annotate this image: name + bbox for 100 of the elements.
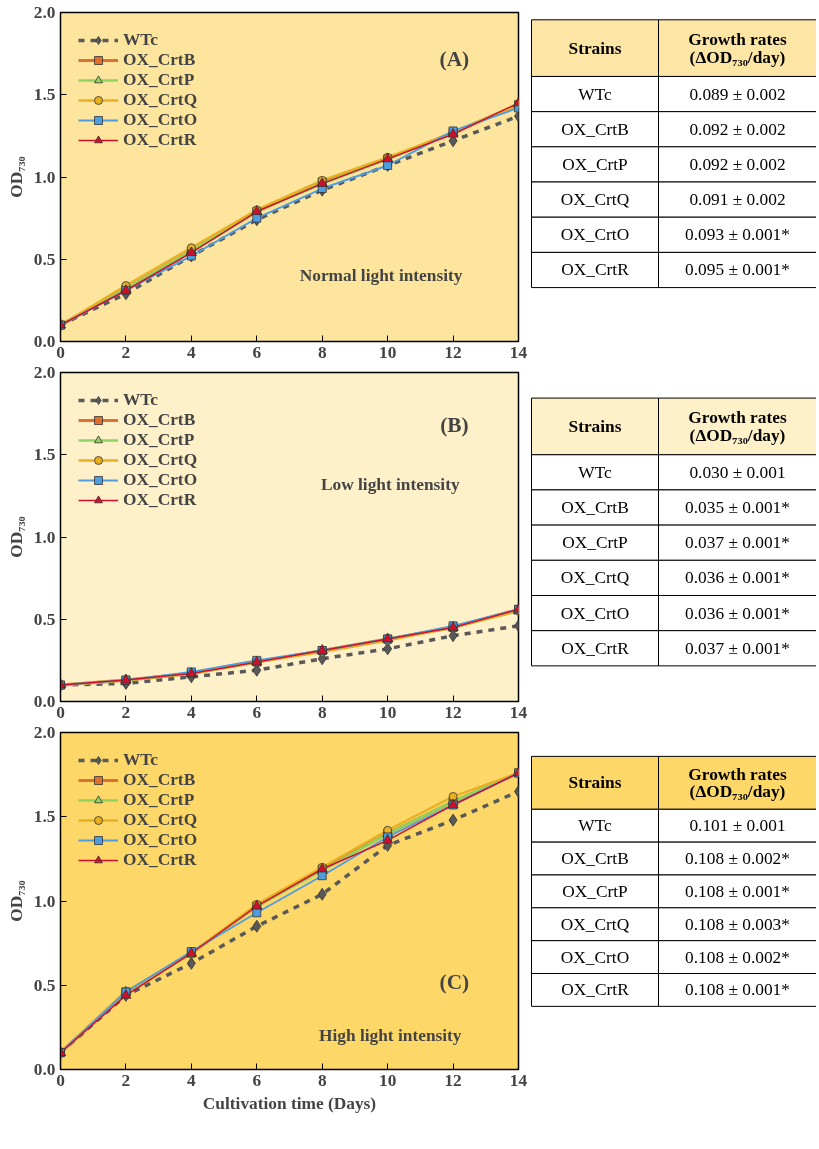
x-tick-label: 8 (317, 702, 327, 722)
text: 0.037 ± 0.001* (685, 533, 790, 553)
legend-label: OX_CrtP (123, 430, 195, 450)
text: 0.108 ± 0.002* (685, 849, 790, 869)
text: Strains (568, 38, 622, 58)
text: OX_CrtP (562, 154, 628, 174)
text: OX_CrtO (560, 225, 630, 245)
x-tick-label: 2 (121, 342, 131, 362)
x-tick-label: 12 (444, 342, 462, 362)
text: 0.089 ± 0.002 (689, 84, 786, 104)
x-tick-label: 4 (187, 702, 197, 722)
text: 0.036 ± 0.001* (685, 603, 790, 623)
legend-label: WTc (123, 30, 158, 50)
y-tick-label: 0.0 (33, 692, 56, 711)
y-tick-label: 0.5 (33, 609, 56, 629)
legend-label: OX_CrtQ (123, 450, 198, 470)
text: OX_CrtP (562, 533, 628, 553)
y-tick-label: 0.5 (33, 975, 56, 995)
text: Growth rates (ΔOD₇₃₀/day) (688, 407, 787, 446)
y-tick-label: 1.0 (33, 527, 56, 547)
legend-label: OX_CrtR (123, 850, 197, 870)
text: Growth rates (ΔOD₇₃₀/day) (688, 29, 787, 67)
text: 0.037 ± 0.001* (685, 638, 790, 658)
text: WTc (578, 84, 613, 104)
legend-label: OX_CrtQ (123, 810, 198, 830)
x-tick-label: 2 (121, 702, 131, 722)
annotation: (A) (439, 46, 470, 71)
legend-label: OX_CrtO (123, 110, 198, 130)
text: OX_CrtO (560, 603, 630, 623)
annotation: Normal light intensity (299, 266, 463, 286)
text: Strains (568, 416, 622, 436)
x-tick-label: 14 (509, 702, 528, 722)
text: 0.091 ± 0.002 (689, 190, 786, 210)
x-tick-label: 4 (187, 1070, 197, 1090)
text: 0.108 ± 0.003* (685, 914, 790, 934)
x-tick-label: 14 (509, 342, 528, 362)
text: OX_CrtQ (560, 568, 630, 588)
legend-label: OX_CrtO (123, 830, 198, 850)
y-tick-label: 1.0 (33, 891, 56, 911)
x-tick-label: 8 (317, 1070, 327, 1090)
y-tick-label: 1.0 (33, 167, 56, 187)
y-tick-label: 2.0 (33, 363, 56, 382)
legend-label: OX_CrtP (123, 70, 195, 90)
legend-label: OX_CrtO (123, 470, 198, 490)
text: 0.092 ± 0.002 (689, 119, 786, 139)
text: OX_CrtQ (560, 914, 630, 934)
y-tick-label: 1.5 (33, 807, 56, 827)
x-axis-title: Cultivation time (Days) (202, 1093, 377, 1113)
text: 0.108 ± 0.001* (685, 881, 790, 901)
text: OX_CrtO (560, 947, 630, 967)
annotation: (B) (440, 413, 469, 438)
text: OX_CrtB (561, 119, 629, 139)
legend-label: OX_CrtR (123, 130, 197, 150)
annotation: High light intensity (319, 1026, 462, 1046)
y-tick-label: 0.5 (33, 249, 56, 269)
text: 0.036 ± 0.001* (685, 568, 790, 588)
x-tick-label: 10 (378, 702, 397, 722)
text: OX_CrtR (561, 638, 630, 658)
text: 0.101 ± 0.001 (689, 816, 786, 836)
x-tick-label: 12 (444, 702, 462, 722)
text: Strains (568, 773, 622, 793)
legend-label: OX_CrtP (123, 790, 195, 810)
legend-label: WTc (123, 750, 158, 770)
text: 0.108 ± 0.001* (685, 980, 790, 1000)
x-tick-label: 2 (121, 1070, 131, 1090)
y-tick-label: 2.0 (33, 3, 56, 22)
x-tick-label: 0 (56, 702, 65, 722)
x-tick-label: 4 (187, 342, 197, 362)
y-axis-title: OD₇₃₀ (6, 880, 26, 922)
legend-label: OX_CrtB (123, 50, 196, 70)
y-tick-label: 0.0 (33, 1060, 56, 1079)
text: OX_CrtB (561, 849, 629, 869)
legend-label: WTc (123, 390, 158, 410)
y-tick-label: 2.0 (33, 723, 56, 742)
legend-label: OX_CrtQ (123, 90, 198, 110)
text: OX_CrtQ (560, 190, 630, 210)
text: 0.030 ± 0.001 (689, 462, 786, 482)
text: OX_CrtB (561, 498, 629, 518)
text: WTc (578, 816, 613, 836)
x-tick-label: 0 (56, 1070, 65, 1090)
text: 0.095 ± 0.001* (685, 260, 790, 280)
x-tick-label: 6 (252, 702, 262, 722)
x-tick-label: 6 (252, 342, 262, 362)
x-tick-label: 10 (378, 342, 397, 362)
text: 0.092 ± 0.002 (689, 154, 786, 174)
x-tick-label: 6 (252, 1070, 262, 1090)
text: WTc (578, 462, 613, 482)
text: Growth rates (ΔOD₇₃₀/day) (688, 764, 787, 801)
y-tick-label: 1.5 (33, 445, 56, 465)
x-tick-label: 8 (317, 342, 327, 362)
x-tick-label: 0 (56, 342, 65, 362)
annotation: (C) (439, 969, 470, 994)
text: OX_CrtP (562, 881, 628, 901)
legend-label: OX_CrtB (123, 770, 196, 790)
legend-label: OX_CrtB (123, 410, 196, 430)
y-tick-label: 0.0 (33, 332, 56, 351)
x-tick-label: 14 (509, 1070, 528, 1090)
text: 0.108 ± 0.002* (685, 947, 790, 967)
text: OX_CrtR (561, 260, 630, 280)
text: 0.035 ± 0.001* (685, 498, 790, 518)
